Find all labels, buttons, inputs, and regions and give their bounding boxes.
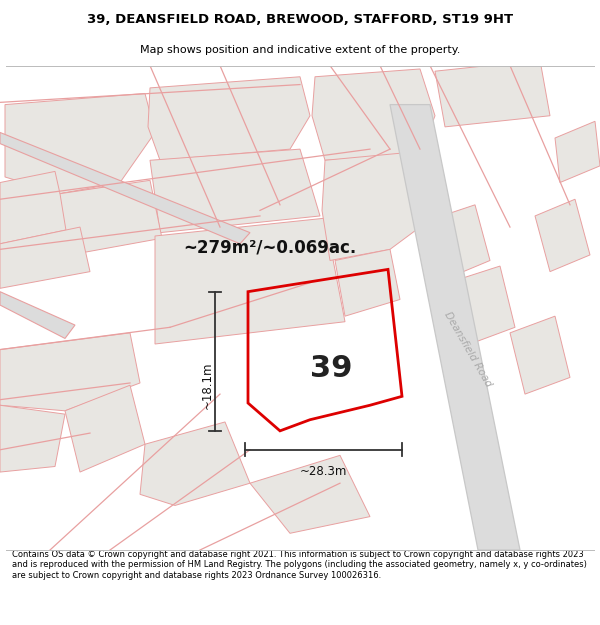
Polygon shape xyxy=(0,171,125,244)
Polygon shape xyxy=(150,149,320,232)
Polygon shape xyxy=(155,218,345,344)
Polygon shape xyxy=(5,94,155,194)
Polygon shape xyxy=(65,385,145,472)
Polygon shape xyxy=(60,181,162,255)
Text: 39, DEANSFIELD ROAD, BREWOOD, STAFFORD, ST19 9HT: 39, DEANSFIELD ROAD, BREWOOD, STAFFORD, … xyxy=(87,13,513,26)
Polygon shape xyxy=(312,69,435,160)
Text: ~18.1m: ~18.1m xyxy=(200,361,214,409)
Text: Contains OS data © Crown copyright and database right 2021. This information is : Contains OS data © Crown copyright and d… xyxy=(12,550,587,580)
Polygon shape xyxy=(435,60,550,127)
Text: ~279m²/~0.069ac.: ~279m²/~0.069ac. xyxy=(184,238,356,256)
Polygon shape xyxy=(250,456,370,533)
Polygon shape xyxy=(432,205,490,278)
Polygon shape xyxy=(0,227,90,288)
Text: 39: 39 xyxy=(310,354,352,382)
Polygon shape xyxy=(335,249,400,316)
Text: ~28.3m: ~28.3m xyxy=(300,466,347,478)
Text: Map shows position and indicative extent of the property.: Map shows position and indicative extent… xyxy=(140,44,460,54)
Polygon shape xyxy=(535,199,590,272)
Polygon shape xyxy=(0,132,250,244)
Text: Deansfield Road: Deansfield Road xyxy=(442,310,494,389)
Polygon shape xyxy=(140,422,250,506)
Polygon shape xyxy=(455,266,515,344)
Polygon shape xyxy=(555,121,600,182)
Polygon shape xyxy=(390,104,520,550)
Polygon shape xyxy=(0,405,65,472)
Polygon shape xyxy=(148,77,310,160)
Polygon shape xyxy=(322,151,435,261)
Polygon shape xyxy=(510,316,570,394)
Polygon shape xyxy=(0,292,75,338)
Polygon shape xyxy=(0,333,140,411)
